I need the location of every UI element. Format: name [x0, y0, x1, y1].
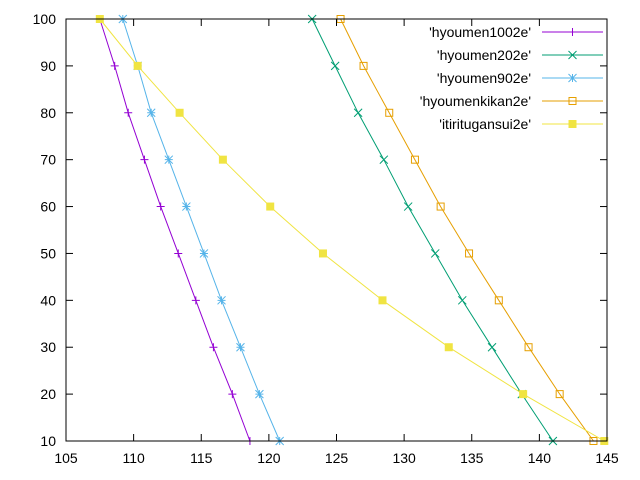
data-point [385, 108, 394, 117]
data-point [217, 295, 226, 305]
legend-label: 'hyoumenkikan2e' [420, 93, 531, 109]
data-point [568, 73, 577, 83]
legend-label: 'hyoumen1002e' [429, 24, 531, 40]
legend-entry: 'itiritugansui2e' [439, 116, 603, 132]
data-point [133, 61, 142, 70]
data-point [403, 202, 413, 211]
x-tick-label: 140 [528, 450, 552, 466]
x-tick-label: 125 [325, 450, 349, 466]
y-tick-label: 20 [40, 386, 56, 402]
data-point [255, 389, 264, 399]
y-tick-label: 90 [40, 58, 56, 74]
data-point [457, 295, 467, 305]
data-point [568, 28, 577, 36]
y-tick-label: 40 [40, 292, 56, 308]
y-tick-labels: 10 20 30 40 50 60 70 80 90 100 [33, 11, 57, 449]
data-point [444, 343, 453, 352]
series-line [99, 18, 605, 442]
y-tick-label: 100 [33, 11, 57, 27]
data-point [568, 50, 577, 60]
data-point [379, 155, 389, 165]
data-point [494, 296, 503, 305]
data-point [218, 155, 227, 164]
x-tick-label: 105 [54, 450, 78, 466]
legend-entry: 'hyoumen202e' [437, 47, 603, 63]
x-tick-label: 120 [257, 450, 281, 466]
data-point [436, 202, 445, 211]
data-point [156, 202, 165, 211]
data-point [191, 296, 200, 305]
legend-entry: 'hyoumen902e' [437, 70, 603, 86]
x-tick-label: 110 [122, 450, 145, 466]
data-point [209, 343, 218, 352]
y-tick-label: 50 [40, 245, 56, 261]
data-point [555, 390, 564, 399]
data-point [465, 249, 474, 258]
data-point [174, 249, 183, 258]
data-point [378, 296, 387, 305]
data-point [330, 61, 340, 71]
y-tick-label: 10 [40, 433, 56, 449]
plot-series-layer [95, 14, 609, 446]
legend-entry: 'hyoumenkikan2e' [420, 93, 603, 109]
series-4 [95, 15, 609, 445]
data-point [568, 97, 577, 105]
data-point [199, 249, 209, 258]
y-tick-label: 70 [40, 152, 56, 168]
data-point [430, 249, 440, 258]
data-point [524, 343, 533, 352]
data-point [236, 342, 245, 352]
series-line [99, 18, 251, 442]
data-point [146, 108, 156, 118]
data-point [519, 390, 528, 399]
axis-ticks [65, 18, 608, 442]
data-point [266, 202, 275, 211]
data-point [359, 61, 368, 70]
data-point [175, 108, 184, 117]
legend-entry: 'hyoumen1002e' [429, 24, 603, 40]
data-point [110, 61, 119, 70]
data-point [410, 155, 419, 164]
data-point [487, 342, 497, 352]
x-tick-label: 135 [460, 450, 484, 466]
data-point [353, 108, 363, 118]
data-point [140, 155, 149, 164]
series-line [340, 18, 594, 442]
series-line [311, 18, 554, 442]
x-tick-label: 145 [595, 450, 619, 466]
y-tick-label: 30 [40, 339, 56, 355]
series-0 [95, 15, 254, 445]
data-point [228, 390, 237, 399]
legend: 'hyoumen1002e' 'hyoumen202e' 'hyoumen902e'… [420, 24, 603, 132]
data-point [124, 108, 133, 117]
data-point [182, 202, 191, 211]
series-2 [118, 14, 285, 446]
legend-label: 'itiritugansui2e' [439, 116, 531, 132]
series-line [122, 18, 281, 442]
data-point [164, 155, 174, 165]
data-point [318, 249, 327, 258]
data-point [568, 120, 577, 128]
y-tick-label: 60 [40, 199, 56, 215]
y-tick-label: 80 [40, 105, 56, 121]
x-tick-label: 115 [190, 450, 213, 466]
legend-label: 'hyoumen902e' [437, 70, 531, 86]
x-tick-labels: 105 110 115 120 125 130 135 140 145 [54, 450, 619, 466]
x-tick-label: 130 [392, 450, 416, 466]
legend-label: 'hyoumen202e' [437, 47, 531, 63]
